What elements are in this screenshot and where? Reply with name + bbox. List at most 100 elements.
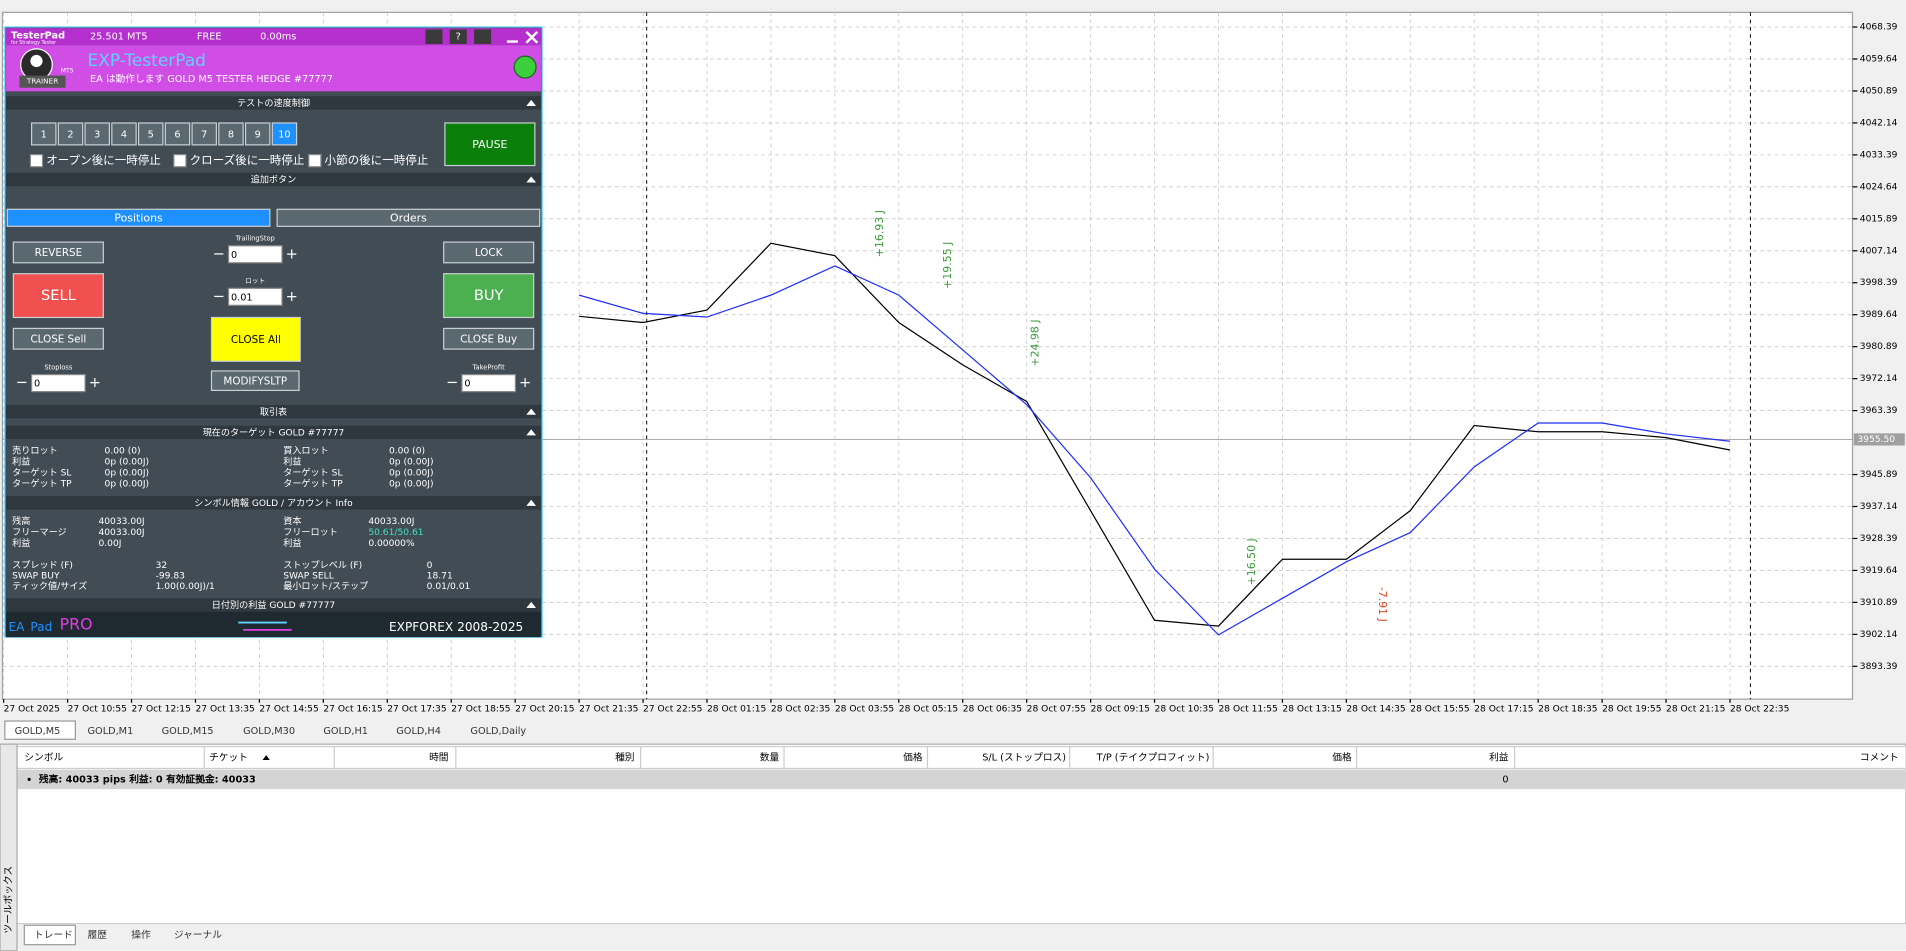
button-label[interactable]: CLOSE Sell — [30, 333, 86, 345]
bottom-tab-label[interactable]: 操作 — [131, 928, 151, 941]
speed-button[interactable] — [84, 122, 111, 146]
section-toggle[interactable] — [526, 176, 537, 183]
button-label[interactable]: CLOSE Buy — [460, 333, 517, 345]
column-header[interactable]: チケット — [209, 752, 248, 764]
chart-tab-label[interactable]: GOLD,H4 — [396, 726, 441, 737]
speed-button[interactable] — [271, 122, 298, 146]
column-header[interactable]: コメント — [1860, 753, 1899, 764]
button[interactable] — [443, 327, 535, 350]
speed-button[interactable] — [218, 122, 244, 146]
chart-tab-label[interactable]: GOLD,M15 — [162, 726, 214, 737]
tab-label[interactable]: Orders — [390, 211, 427, 224]
input-value[interactable]: 0 — [464, 379, 470, 390]
close-all-button[interactable] — [210, 316, 301, 362]
sell-button-label[interactable]: SELL — [41, 287, 77, 304]
tab[interactable] — [6, 208, 271, 227]
section-toggle[interactable] — [526, 408, 537, 415]
section-toggle[interactable] — [526, 429, 537, 436]
close-button[interactable] — [525, 30, 539, 44]
icon-button[interactable] — [425, 29, 443, 44]
speed-button[interactable] — [164, 122, 191, 146]
column-header[interactable]: 数量 — [760, 751, 780, 764]
speed-button-label[interactable]: 5 — [148, 130, 154, 141]
speed-button-label[interactable]: 1 — [41, 130, 47, 141]
button[interactable] — [210, 370, 300, 392]
speed-button-label[interactable]: 7 — [201, 130, 207, 141]
checkbox-label[interactable]: 小節の後に一時停止 — [325, 153, 429, 167]
column-header[interactable]: 価格 — [1332, 751, 1352, 764]
column-header[interactable]: 価格 — [903, 751, 923, 764]
column-header[interactable]: シンボル — [24, 752, 63, 764]
checkbox-label[interactable]: クローズ後に一時停止 — [190, 153, 305, 167]
decrement-button[interactable]: − — [213, 288, 225, 305]
column-header[interactable]: S/L (ストップロス) — [982, 752, 1066, 764]
input[interactable] — [30, 374, 86, 393]
chart-tab[interactable] — [4, 720, 76, 740]
close-all-button-label[interactable]: CLOSE All — [231, 334, 281, 346]
chart-tab-label[interactable]: GOLD,M5 — [15, 726, 61, 737]
chart-tab-label[interactable]: GOLD,Daily — [470, 726, 526, 737]
section-toggle[interactable] — [526, 99, 537, 106]
checkbox[interactable] — [308, 153, 322, 168]
button[interactable] — [12, 327, 104, 350]
tab-label[interactable]: Positions — [114, 211, 163, 224]
button-label[interactable]: MODIFYSLTP — [223, 375, 287, 387]
decrement-button[interactable]: − — [213, 245, 225, 262]
icon-button[interactable] — [474, 29, 492, 44]
speed-button[interactable] — [111, 122, 137, 146]
increment-button[interactable]: + — [89, 374, 101, 391]
speed-button-label[interactable]: 2 — [67, 130, 73, 141]
speed-button[interactable] — [30, 122, 57, 146]
bottom-tab-label[interactable]: 履歴 — [88, 929, 108, 941]
checkbox[interactable] — [173, 153, 187, 168]
bottom-tab[interactable] — [23, 924, 76, 946]
input[interactable] — [461, 374, 517, 393]
speed-button[interactable] — [57, 122, 84, 146]
button[interactable] — [12, 241, 104, 264]
speed-button[interactable] — [191, 122, 217, 146]
help-button[interactable]: ? — [456, 32, 461, 43]
checkbox[interactable] — [29, 153, 44, 168]
speed-button-label[interactable]: 6 — [174, 130, 180, 141]
pause-button[interactable] — [444, 122, 536, 167]
chart-tab-label[interactable]: GOLD,M30 — [243, 726, 295, 737]
increment-button[interactable]: + — [519, 374, 531, 391]
decrement-button[interactable]: − — [446, 374, 458, 391]
bottom-tab-label[interactable]: ジャーナル — [174, 929, 222, 941]
speed-button-label[interactable]: 8 — [228, 130, 234, 141]
speed-button[interactable] — [137, 122, 164, 146]
button-label[interactable]: REVERSE — [35, 247, 83, 259]
y-tick-label: 3945.89 — [1860, 470, 1898, 480]
section-toggle[interactable] — [526, 499, 537, 506]
button-label[interactable]: LOCK — [475, 247, 503, 259]
pause-button-label[interactable]: PAUSE — [472, 138, 507, 151]
buy-button-label[interactable]: BUY — [474, 287, 504, 304]
decrement-button[interactable]: − — [16, 374, 28, 391]
tab[interactable] — [276, 208, 541, 227]
column-header[interactable]: 利益 — [1489, 751, 1509, 764]
increment-button[interactable]: + — [286, 288, 298, 305]
speed-button-label[interactable]: 4 — [121, 130, 127, 141]
input[interactable] — [227, 287, 283, 306]
icon-button[interactable] — [449, 29, 467, 44]
input-value[interactable]: 0.01 — [231, 292, 253, 303]
chart-tab-label[interactable]: GOLD,H1 — [323, 726, 368, 737]
chart-tab-label[interactable]: GOLD,M1 — [88, 726, 134, 737]
input[interactable] — [227, 245, 283, 264]
section-toggle[interactable] — [526, 601, 537, 608]
sell-button[interactable] — [12, 273, 104, 319]
increment-button[interactable]: + — [286, 245, 298, 262]
speed-button-label[interactable]: 10 — [278, 130, 290, 141]
buy-button[interactable] — [443, 273, 535, 319]
input-value[interactable]: 0 — [231, 250, 237, 261]
bottom-tab-label[interactable]: トレード — [34, 930, 73, 941]
speed-button-label[interactable]: 9 — [255, 130, 261, 141]
column-header[interactable]: T/P (テイクプロフィット) — [1096, 752, 1210, 764]
speed-button-label[interactable]: 3 — [94, 130, 100, 141]
speed-button[interactable] — [244, 122, 271, 146]
checkbox-label[interactable]: オープン後に一時停止 — [46, 153, 161, 167]
input-value[interactable]: 0 — [34, 379, 40, 390]
column-header[interactable]: 時間 — [429, 752, 448, 764]
column-header[interactable]: 種別 — [615, 751, 634, 764]
button[interactable] — [443, 241, 535, 264]
